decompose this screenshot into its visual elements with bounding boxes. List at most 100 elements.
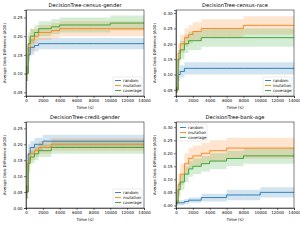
x-axis: 02000400060008000100001200014000 [25, 208, 151, 215]
x-tick: 0 [175, 96, 178, 103]
x-tick-label: 14000 [288, 210, 300, 215]
series-line [26, 44, 144, 74]
y-tick-mark [24, 144, 26, 145]
x-axis: 02000400060008000100001200014000 [25, 96, 151, 103]
y-tick: 0.25 [14, 126, 26, 131]
legend: randommutationcoverage [113, 189, 142, 206]
legend-swatch [265, 80, 271, 81]
y-axis-line [174, 123, 177, 209]
y-tick-label: 0.30 [164, 125, 173, 130]
x-tick: 10000 [254, 96, 267, 103]
y-tick: 0.15 [14, 53, 26, 58]
legend-label: coverage [123, 200, 142, 205]
y-tick-mark [174, 75, 176, 76]
y-tick-label: 0.25 [14, 15, 23, 20]
x-tick-label: 0 [175, 210, 178, 215]
legend: randommutationcoverage [263, 77, 292, 94]
plot-area [176, 138, 294, 206]
y-tick-label: 0.20 [14, 34, 23, 39]
confidence-band [176, 148, 294, 205]
x-tick: 8000 [89, 96, 100, 103]
legend-swatch [115, 85, 121, 86]
plot-frame [26, 122, 144, 208]
legend-label: coverage [273, 88, 292, 93]
confidence-band [26, 138, 144, 199]
legend-swatch [180, 127, 186, 128]
y-tick: 0.25 [164, 138, 176, 143]
x-tick: 14000 [138, 208, 151, 215]
y-tick-mark [174, 179, 176, 180]
chart-title: DecisionTree-credit-gender [50, 114, 121, 121]
x-tick-label: 12000 [121, 210, 134, 215]
y-tick-mark [24, 17, 26, 18]
x-axis-title: Time (s) [225, 217, 243, 222]
y-tick: 0.10 [14, 174, 26, 179]
x-tick: 6000 [72, 208, 83, 215]
y-tick-label: 0.05 [164, 88, 173, 93]
y-tick-mark [174, 44, 176, 45]
y-tick: 0.15 [14, 158, 26, 163]
y-tick-mark [174, 140, 176, 141]
y-tick-label: 0.20 [14, 142, 23, 147]
y-tick-mark [24, 192, 26, 193]
series-line [26, 29, 144, 74]
x-tick-label: 8000 [89, 98, 100, 103]
legend-swatch [180, 132, 186, 133]
y-axis-title: Average Odds Difference (AOD) [2, 22, 7, 82]
x-tick: 12000 [121, 96, 134, 103]
x-tick-label: 8000 [89, 210, 100, 215]
plot-frame [26, 10, 144, 96]
series-line [176, 25, 294, 90]
y-tick-mark [24, 92, 26, 93]
x-tick-label: 6000 [222, 98, 233, 103]
x-tick-label: 4000 [55, 98, 66, 103]
y-tick-mark [174, 153, 176, 154]
legend-label: coverage [188, 135, 207, 140]
x-tick-label: 12000 [271, 210, 284, 215]
plot-background [176, 10, 294, 96]
y-tick: 0.05 [164, 88, 176, 93]
x-tick: 8000 [89, 208, 100, 215]
confidence-band [26, 38, 144, 81]
y-tick-mark [174, 166, 176, 167]
y-tick-label: 0.25 [164, 26, 173, 31]
y-axis: 0.050.100.150.200.25 [14, 11, 27, 97]
subplot: 020004000600080001000012000140000.050.10… [152, 2, 300, 110]
x-tick: 2000 [38, 208, 49, 215]
y-tick-mark [24, 36, 26, 37]
y-tick-label: 0.30 [164, 11, 173, 16]
x-tick: 4000 [55, 208, 66, 215]
x-tick-label: 4000 [205, 210, 216, 215]
x-tick: 14000 [288, 96, 300, 103]
plot-frame [176, 10, 294, 96]
y-tick-label: 0.10 [164, 72, 173, 77]
y-tick-mark [24, 160, 26, 161]
x-tick: 8000 [239, 96, 250, 103]
plot-background [26, 10, 144, 96]
x-tick-label: 14000 [138, 98, 151, 103]
figure: 0 2000 4000 6000 8000 10000 12000 14000 0.05 0.10… [0, 0, 300, 225]
x-tick-label: 8000 [239, 210, 250, 215]
y-tick: 0.20 [164, 42, 176, 47]
y-tick: 0.25 [164, 26, 176, 31]
y-axis-line [174, 11, 177, 97]
series-line [26, 144, 144, 192]
y-tick: 0.10 [164, 177, 176, 182]
y-tick-label: 0.20 [164, 151, 173, 156]
y-tick-mark [174, 90, 176, 91]
x-tick-label: 2000 [188, 210, 199, 215]
series-line [176, 192, 294, 202]
legend: randommutationcoverage [178, 124, 207, 141]
y-tick-mark [24, 74, 26, 75]
x-tick: 2000 [38, 96, 49, 103]
series-line [176, 156, 294, 203]
series-line [26, 23, 144, 73]
x-axis-title: Time (s) [75, 217, 93, 222]
legend-box [113, 77, 142, 94]
y-axis-line [24, 123, 27, 209]
y-tick-label: 0.15 [164, 57, 173, 62]
series-line [176, 148, 294, 203]
x-tick-label: 0 [175, 98, 178, 103]
x-tick: 10000 [254, 208, 267, 215]
legend-swatch [115, 197, 121, 198]
